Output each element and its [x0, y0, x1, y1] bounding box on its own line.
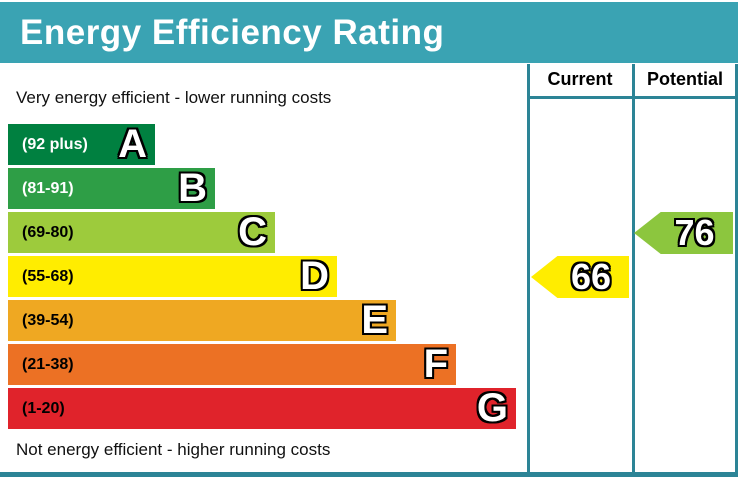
top-efficiency-note: Very energy efficient - lower running co… — [16, 88, 332, 107]
band-row: (92 plus) A — [8, 124, 155, 165]
current-rating-arrow: 66 — [531, 256, 629, 298]
band-row: (81-91) B — [8, 168, 215, 209]
band-letter: A — [118, 122, 147, 166]
band-row: (69-80) C — [8, 212, 275, 253]
bottom-border — [0, 472, 738, 477]
band-letter: D — [300, 254, 329, 298]
page-title: Energy Efficiency Rating — [20, 12, 445, 52]
band-row: (21-38) F — [8, 344, 456, 385]
header-underline — [527, 96, 738, 99]
band-letter: G — [476, 386, 508, 430]
band-range-label: (39-54) — [22, 311, 74, 329]
potential-rating-value: 76 — [674, 212, 715, 253]
current-column-header: Current — [547, 69, 613, 89]
bands-container: (92 plus) A (81-91) B (69-80) C (55-68) … — [8, 124, 516, 432]
band-range-label: (55-68) — [22, 267, 74, 285]
potential-rating-arrow: 76 — [634, 212, 733, 254]
column-divider — [527, 64, 530, 472]
band-letter: E — [361, 298, 388, 342]
column-divider — [735, 64, 738, 472]
bottom-efficiency-note: Not energy efficient - higher running co… — [16, 440, 331, 459]
band-range-label: (21-38) — [22, 355, 74, 373]
band-range-label: (69-80) — [22, 223, 74, 241]
band-letter: B — [178, 166, 207, 210]
band-row: (55-68) D — [8, 256, 337, 297]
band-range-label: (1-20) — [22, 399, 65, 417]
potential-column-header: Potential — [646, 69, 723, 89]
band-range-label: (92 plus) — [22, 135, 88, 153]
band-range-label: (81-91) — [22, 179, 74, 197]
band-row: (39-54) E — [8, 300, 396, 341]
band-row: (1-20) G — [8, 388, 516, 429]
current-rating-value: 66 — [570, 256, 612, 297]
column-divider — [632, 64, 635, 472]
title-bar: Energy Efficiency Rating — [0, 2, 738, 63]
band-letter: F — [423, 342, 448, 386]
band-letter: C — [238, 210, 267, 254]
